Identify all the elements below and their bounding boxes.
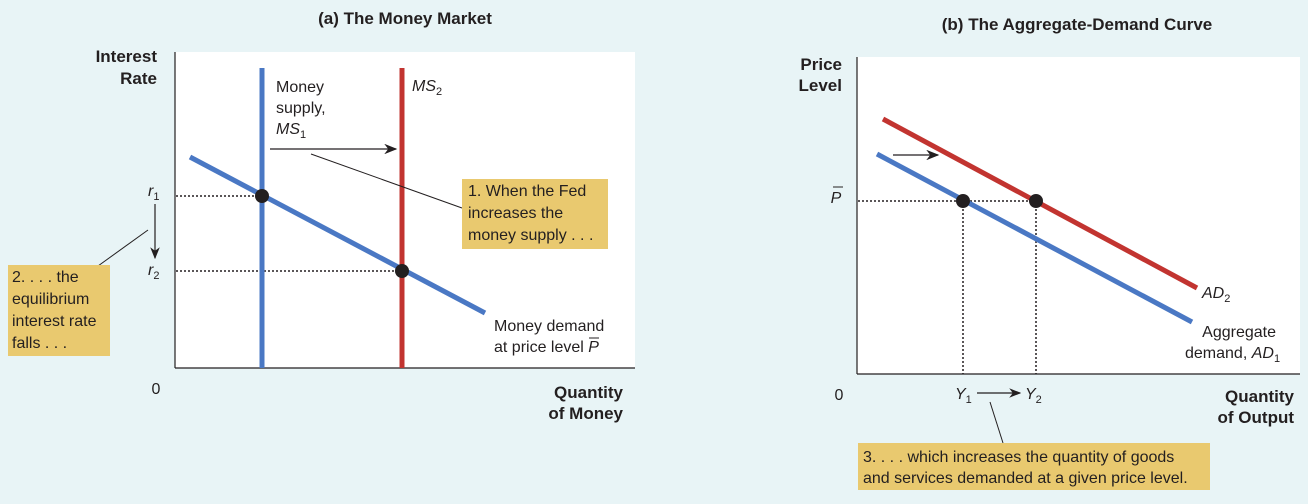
y1-label: Y1 (955, 386, 972, 406)
panel-a-title: (a) The Money Market (318, 9, 492, 28)
leader-line (989, 401, 1004, 444)
panel-aggregate-demand: (b) The Aggregate-Demand Curve Price Leve… (799, 15, 1300, 490)
point-y1 (956, 194, 970, 208)
y-axis-label: Price Level (799, 55, 842, 95)
leader-line (97, 229, 149, 267)
ms1-label: Money supply, (276, 79, 326, 117)
panel-money-market: (a) The Money Market Interest Rate Quanti… (8, 9, 635, 423)
ad1-label: Aggregate (1202, 324, 1276, 341)
origin-label: 0 (835, 387, 844, 404)
x-axis-label: Quantity of Money (548, 383, 623, 423)
plot-area (857, 57, 1300, 374)
money-demand-label: Money demand at price level P (494, 318, 604, 356)
x-axis-label: Quantity of Output (1218, 387, 1295, 427)
ms1-name: MS1 (276, 121, 306, 141)
ad2-label: AD2 (1201, 285, 1230, 305)
ad1-curve (875, 151, 1194, 325)
callout-3: 3. . . . which increases the quantity of… (858, 443, 1210, 490)
equilibrium-1 (255, 189, 269, 203)
equilibrium-2 (395, 264, 409, 278)
point-y2 (1029, 194, 1043, 208)
y-axis-label: Interest Rate (96, 47, 158, 88)
ms2-label: MS2 (412, 78, 442, 98)
callout-1: 1. When the Fed increases the money supply… (462, 179, 608, 249)
callout-2: 2. . . . the equilibrium interest rate fall… (8, 265, 110, 356)
p-bar-label: P (831, 190, 842, 207)
y2-label: Y2 (1025, 386, 1042, 406)
leader-line (310, 153, 463, 209)
svg-text:3. . . . which increases the q: 3. . . . which increases the quantity of… (863, 449, 1188, 487)
ad1-label-line2: demand, AD1 (1185, 345, 1280, 365)
origin-label: 0 (152, 381, 161, 398)
r1-label: r1 (148, 183, 159, 203)
money-demand-curve (188, 154, 487, 316)
panel-b-title: (b) The Aggregate-Demand Curve (942, 15, 1212, 34)
r2-label: r2 (148, 262, 159, 282)
